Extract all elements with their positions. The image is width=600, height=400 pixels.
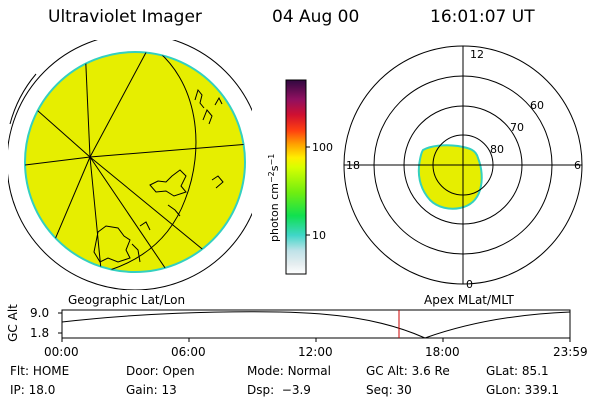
x-tick-1200: 12:00: [298, 345, 333, 359]
mlt-label-6: 6: [574, 159, 581, 172]
x-tick-1800: 18:00: [425, 345, 460, 359]
status-gain: Gain: 13: [126, 383, 177, 397]
geographic-caption: Geographic Lat/Lon: [68, 293, 186, 307]
colorbar-gradient: [285, 79, 307, 275]
mlt-label-18: 18: [346, 159, 360, 172]
colorbar-label-100: 100: [312, 141, 333, 154]
status-glon: GLon: 339.1: [486, 383, 559, 397]
x-tick-0600: 06:00: [171, 345, 206, 359]
status-glat: GLat: 85.1: [486, 364, 549, 378]
status-dsp: Dsp: −3.9: [247, 383, 311, 397]
colorbar-label-10: 10: [312, 229, 326, 242]
y-tick-low: 1.8: [30, 326, 50, 340]
gc-alt-axis-label: GC Alt: [5, 304, 20, 342]
colorbar-unit-label: photon cm−2s−1: [267, 154, 281, 242]
status-ip: IP: 18.0: [10, 383, 56, 397]
coastline-outlines: [79, 88, 224, 272]
colorbar: 100 10 photon cm−2s−1: [267, 79, 333, 275]
apex-caption: Apex MLat/MLT: [424, 293, 514, 307]
altitude-plot-frame: [61, 309, 571, 339]
status-mode: Mode: Normal: [247, 364, 331, 378]
observation-date: 04 Aug 00: [272, 7, 360, 27]
x-tick-0000: 00:00: [44, 345, 79, 359]
mlt-label-12: 12: [470, 48, 484, 61]
status-door: Door: Open: [126, 364, 195, 378]
x-tick-2359: 23:59: [553, 345, 588, 359]
polar-panel: 12 18 6 0 60 70 80: [343, 45, 583, 291]
auroral-oval: [417, 144, 483, 210]
observation-time: 16:01:07 UT: [430, 7, 535, 27]
mlat-label-80: 80: [490, 143, 504, 156]
status-flt: Flt: HOME: [10, 364, 70, 378]
geographic-panel: [8, 40, 252, 290]
status-seq: Seq: 30: [366, 383, 412, 397]
mlat-label-70: 70: [510, 121, 524, 134]
aurora-image-disk: [24, 51, 246, 273]
mlt-label-0: 0: [466, 278, 473, 291]
altitude-plot: [58, 309, 571, 342]
altitude-curve: [61, 311, 571, 339]
status-gc-alt: GC Alt: 3.6 Re: [366, 364, 450, 378]
y-tick-high: 9.0: [30, 306, 50, 320]
time-axis-ticks: [61, 338, 571, 342]
mlat-label-60: 60: [530, 99, 544, 112]
mlt-spokes: [344, 46, 582, 284]
instrument-title: Ultraviolet Imager: [48, 7, 202, 27]
